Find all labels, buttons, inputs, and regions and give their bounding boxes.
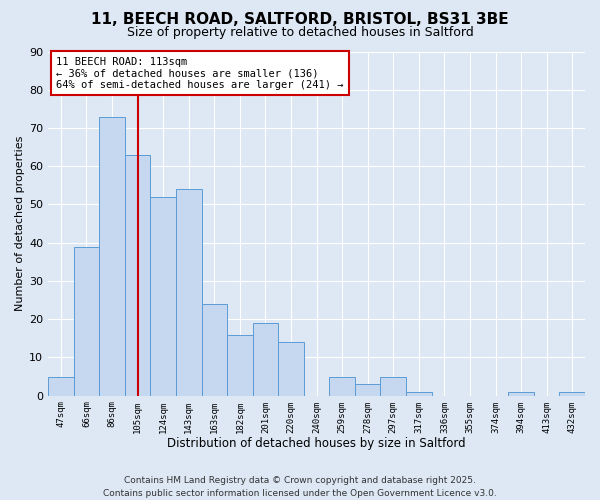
Y-axis label: Number of detached properties: Number of detached properties <box>15 136 25 312</box>
Bar <box>508 392 534 396</box>
Bar <box>176 189 202 396</box>
Bar <box>227 334 253 396</box>
Bar <box>329 376 355 396</box>
Bar <box>253 323 278 396</box>
Bar <box>151 197 176 396</box>
Bar <box>559 392 585 396</box>
Text: Contains HM Land Registry data © Crown copyright and database right 2025.
Contai: Contains HM Land Registry data © Crown c… <box>103 476 497 498</box>
X-axis label: Distribution of detached houses by size in Saltford: Distribution of detached houses by size … <box>167 437 466 450</box>
Bar <box>406 392 431 396</box>
Bar <box>48 376 74 396</box>
Bar <box>125 155 151 396</box>
Bar <box>278 342 304 396</box>
Bar <box>380 376 406 396</box>
Bar <box>74 246 99 396</box>
Text: 11, BEECH ROAD, SALTFORD, BRISTOL, BS31 3BE: 11, BEECH ROAD, SALTFORD, BRISTOL, BS31 … <box>91 12 509 28</box>
Bar <box>202 304 227 396</box>
Text: 11 BEECH ROAD: 113sqm
← 36% of detached houses are smaller (136)
64% of semi-det: 11 BEECH ROAD: 113sqm ← 36% of detached … <box>56 56 344 90</box>
Bar <box>355 384 380 396</box>
Text: Size of property relative to detached houses in Saltford: Size of property relative to detached ho… <box>127 26 473 39</box>
Bar <box>99 116 125 396</box>
